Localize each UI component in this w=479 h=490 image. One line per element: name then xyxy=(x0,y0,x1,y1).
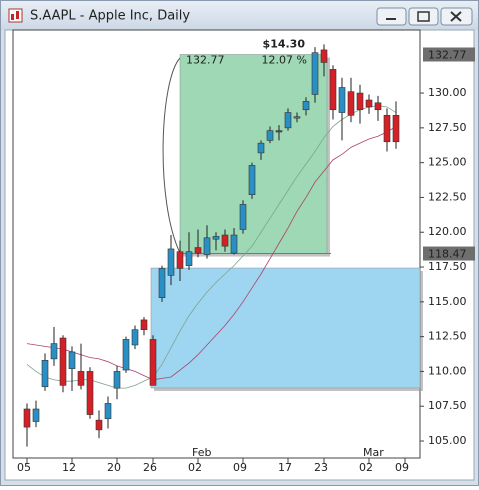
candle-body xyxy=(383,115,391,143)
y-tick-label: 117.50 xyxy=(428,260,467,273)
y-tick-label: 122.50 xyxy=(428,190,467,203)
candle-body xyxy=(275,130,283,133)
overlay-line xyxy=(26,126,397,381)
candle-body xyxy=(95,419,103,431)
x-tick-label: 23 xyxy=(314,461,328,474)
zone-percent-label: 12.07 % xyxy=(262,53,307,66)
month-label: Feb xyxy=(192,446,211,459)
candle-body xyxy=(293,116,301,119)
candle-body xyxy=(158,268,166,298)
x-tick-label: 09 xyxy=(233,461,247,474)
y-tick-label: 105.00 xyxy=(428,434,467,447)
candle-body xyxy=(203,237,211,255)
candle-body xyxy=(248,165,256,195)
minimize-button[interactable] xyxy=(376,7,407,26)
price-marker-label: 118.47 xyxy=(428,248,467,261)
candle-body xyxy=(122,339,130,371)
window-icon xyxy=(8,8,23,23)
zone xyxy=(179,54,328,254)
candle-body xyxy=(32,408,40,422)
y-tick-label: 115.00 xyxy=(428,295,467,308)
candle-body xyxy=(266,130,274,141)
candle-body xyxy=(239,204,247,230)
candle-body xyxy=(221,234,229,247)
price-marker-bg xyxy=(423,246,475,261)
candle-body xyxy=(140,319,148,330)
y-tick-label: 125.00 xyxy=(428,156,467,169)
x-tick-label: 02 xyxy=(359,461,373,474)
zone xyxy=(150,267,421,389)
x-tick-label: 20 xyxy=(107,461,121,474)
close-button[interactable] xyxy=(440,7,473,26)
zone-change-label: $14.30 xyxy=(263,37,306,50)
y-tick-label: 110.00 xyxy=(428,364,467,377)
y-tick-label: 127.50 xyxy=(428,121,467,134)
candle-body xyxy=(68,351,76,369)
x-tick-label: 02 xyxy=(188,461,202,474)
candle-body xyxy=(284,112,292,129)
x-tick-label: 12 xyxy=(62,461,76,474)
candle-body xyxy=(194,247,202,254)
candle-body xyxy=(131,329,139,346)
candle-body xyxy=(302,101,310,111)
candle-body xyxy=(77,371,85,386)
candle-body xyxy=(113,371,121,389)
zone-high-label: 132.77 xyxy=(186,53,225,66)
price-marker-label: 132.77 xyxy=(428,48,467,61)
candle-body xyxy=(374,102,382,111)
candle-body xyxy=(338,87,346,113)
candle-body xyxy=(257,142,265,154)
candle-body xyxy=(230,234,238,254)
x-tick-label: 26 xyxy=(143,461,157,474)
candle-body xyxy=(59,337,67,386)
y-tick-label: 112.50 xyxy=(428,330,467,343)
maximize-button[interactable] xyxy=(408,7,439,26)
candle-body xyxy=(149,339,157,386)
candle-body xyxy=(212,236,220,240)
candle-body xyxy=(86,371,94,415)
candle-body xyxy=(320,49,328,63)
candle-body xyxy=(356,92,364,111)
candle-body xyxy=(185,251,193,266)
price-marker-bg xyxy=(423,47,475,62)
window-title: S.AAPL - Apple Inc, Daily xyxy=(30,9,190,24)
candle-body xyxy=(50,343,58,360)
month-label: Mar xyxy=(363,446,384,459)
candle-body xyxy=(392,115,400,143)
candle-body xyxy=(365,99,373,108)
candle-body xyxy=(104,403,112,420)
y-tick-label: 130.00 xyxy=(428,86,467,99)
measure-arc xyxy=(162,57,181,254)
candle-body xyxy=(167,248,175,276)
candle-body xyxy=(311,52,319,95)
candle-body xyxy=(347,91,355,116)
x-tick-label: 09 xyxy=(395,461,409,474)
candle-body xyxy=(329,69,337,111)
y-tick-label: 120.00 xyxy=(428,225,467,238)
x-tick-label: 17 xyxy=(278,461,292,474)
x-tick-label: 05 xyxy=(17,461,31,474)
candle-body xyxy=(23,408,31,428)
candle-body xyxy=(176,251,184,269)
y-tick-label: 107.50 xyxy=(428,399,467,412)
candle-body xyxy=(41,359,49,388)
